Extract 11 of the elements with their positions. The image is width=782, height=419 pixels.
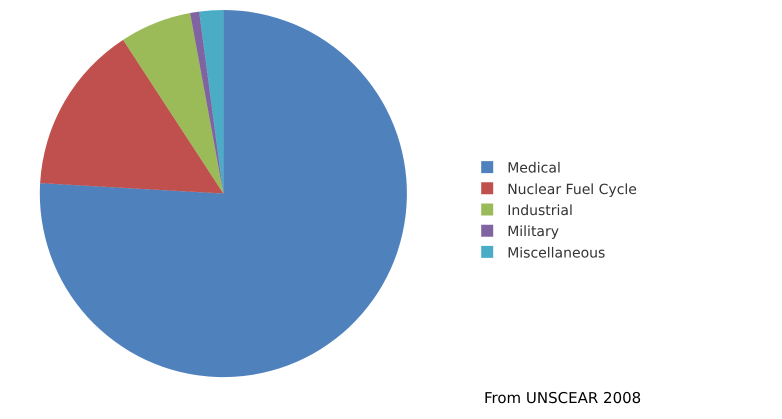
pie-slice xyxy=(123,13,224,194)
pie-slice xyxy=(190,12,224,194)
legend-label: Medical xyxy=(507,160,561,177)
legend-label: Military xyxy=(507,224,560,240)
legend-label: Nuclear Fuel Cycle xyxy=(507,182,637,198)
legend-label: Industrial xyxy=(507,202,573,219)
pie-slice xyxy=(40,40,224,194)
pie-slice xyxy=(199,10,224,194)
text: From UNSCEAR 2008 xyxy=(484,389,642,407)
pie-slice xyxy=(40,10,407,377)
legend-label: Miscellaneous xyxy=(507,245,606,262)
